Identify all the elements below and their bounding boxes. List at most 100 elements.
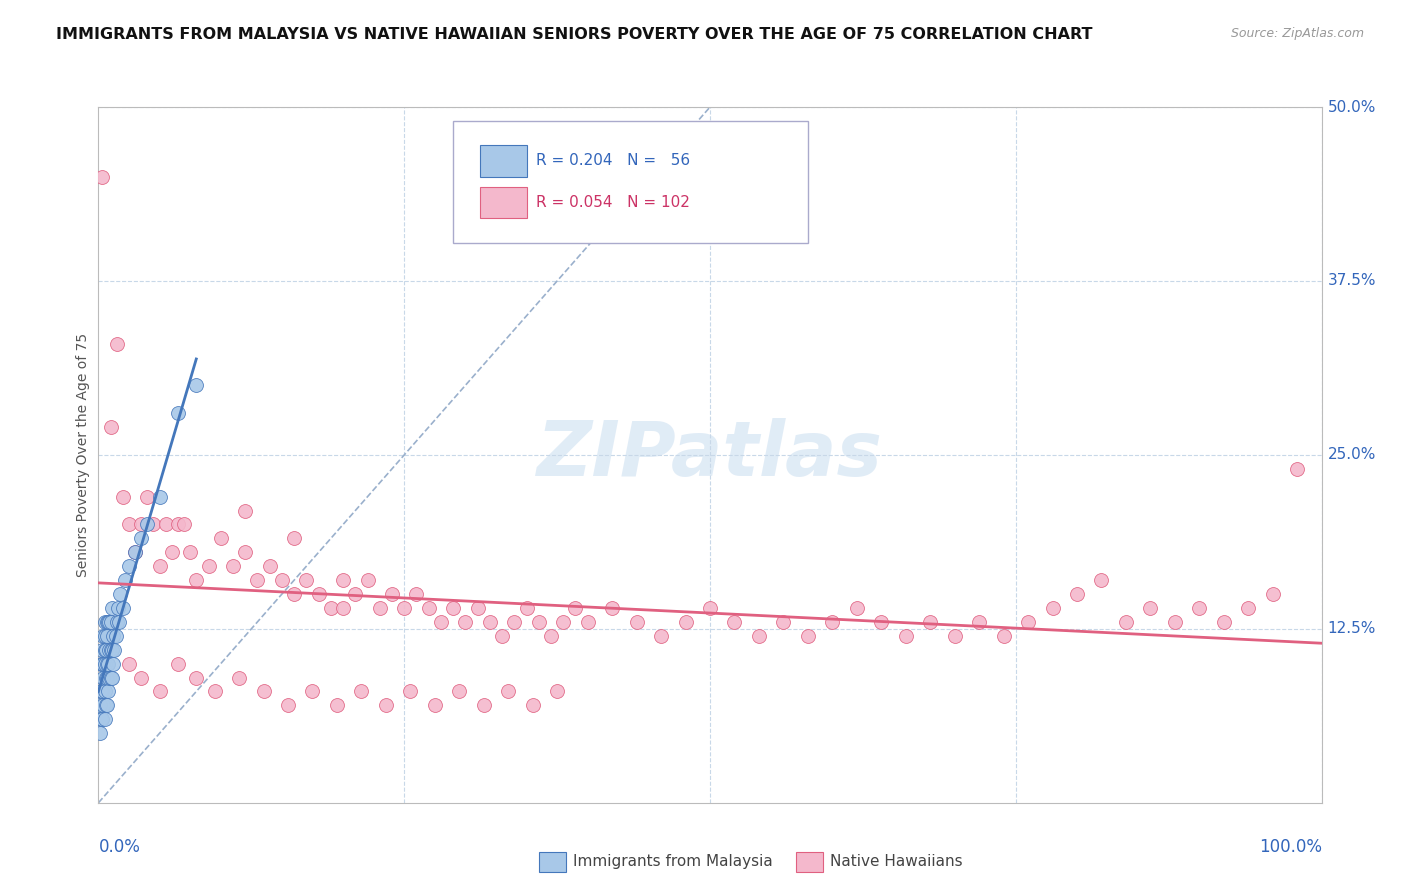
Point <box>1261 587 1284 601</box>
Point <box>97 657 120 671</box>
Point <box>101 642 124 657</box>
Point <box>993 629 1015 643</box>
Text: R = 0.204   N =   56: R = 0.204 N = 56 <box>536 153 690 168</box>
Point <box>93 615 115 629</box>
Point <box>149 490 172 504</box>
Point <box>91 169 114 184</box>
Point <box>107 601 129 615</box>
Point <box>1237 601 1260 615</box>
Point <box>118 517 141 532</box>
Point <box>91 698 114 713</box>
Point <box>91 684 114 698</box>
Point <box>100 420 122 434</box>
Point <box>118 657 141 671</box>
Point <box>136 490 159 504</box>
Point <box>332 601 354 615</box>
Bar <box>538 852 565 872</box>
Point <box>540 629 562 643</box>
Point <box>204 684 226 698</box>
Text: 25.0%: 25.0% <box>1327 448 1376 462</box>
Point <box>93 629 115 643</box>
Point <box>110 587 132 601</box>
Point <box>515 601 537 615</box>
Point <box>114 573 136 587</box>
Point <box>772 615 794 629</box>
Point <box>546 684 568 698</box>
Point <box>894 629 917 643</box>
Point <box>101 601 124 615</box>
Point <box>699 601 721 615</box>
Point <box>100 642 122 657</box>
Point <box>277 698 299 713</box>
Point <box>295 573 318 587</box>
Point <box>943 629 966 643</box>
Point <box>98 642 121 657</box>
Text: 12.5%: 12.5% <box>1327 622 1376 636</box>
Point <box>96 657 118 671</box>
Point <box>1042 601 1064 615</box>
Point <box>91 657 114 671</box>
Point <box>93 684 115 698</box>
Point <box>626 615 648 629</box>
Point <box>89 698 111 713</box>
Point <box>222 559 245 574</box>
Point <box>105 336 128 351</box>
Point <box>797 629 820 643</box>
Point <box>118 559 141 574</box>
Bar <box>796 852 823 872</box>
Point <box>91 629 114 643</box>
Point <box>496 684 519 698</box>
Point <box>105 615 128 629</box>
Point <box>111 601 134 615</box>
Point <box>418 601 440 615</box>
Point <box>381 587 404 601</box>
Point <box>356 573 378 587</box>
Point <box>124 545 146 559</box>
Point <box>1139 601 1161 615</box>
Point <box>90 712 112 726</box>
Point <box>821 615 844 629</box>
Point <box>149 559 172 574</box>
Y-axis label: Seniors Poverty Over the Age of 75: Seniors Poverty Over the Age of 75 <box>76 333 90 577</box>
Point <box>100 615 122 629</box>
Point <box>527 615 550 629</box>
Point <box>967 615 990 629</box>
Point <box>723 615 745 629</box>
Point <box>142 517 165 532</box>
Point <box>136 517 159 532</box>
Point <box>155 517 177 532</box>
Text: R = 0.054   N = 102: R = 0.054 N = 102 <box>536 194 690 210</box>
Point <box>228 671 250 685</box>
Point <box>326 698 349 713</box>
Point <box>104 629 127 643</box>
Point <box>101 671 124 685</box>
Point <box>522 698 544 713</box>
Point <box>111 490 134 504</box>
Point <box>308 587 330 601</box>
Point <box>93 712 115 726</box>
Point <box>600 601 623 615</box>
Point <box>129 517 152 532</box>
Point <box>197 559 219 574</box>
Point <box>209 532 232 546</box>
Point <box>94 671 117 685</box>
Point <box>101 657 124 671</box>
Text: ZIPatlas: ZIPatlas <box>537 418 883 491</box>
Point <box>467 601 489 615</box>
Point <box>870 615 893 629</box>
Point <box>94 642 117 657</box>
Point <box>96 615 118 629</box>
Point <box>454 615 477 629</box>
Point <box>350 684 373 698</box>
Point <box>491 629 513 643</box>
Bar <box>479 187 526 219</box>
Point <box>90 684 112 698</box>
Point <box>430 615 453 629</box>
Point <box>1017 615 1039 629</box>
Point <box>149 684 172 698</box>
Point <box>173 517 195 532</box>
Point <box>91 657 114 671</box>
Point <box>167 657 190 671</box>
Point <box>1164 615 1187 629</box>
Point <box>93 657 115 671</box>
